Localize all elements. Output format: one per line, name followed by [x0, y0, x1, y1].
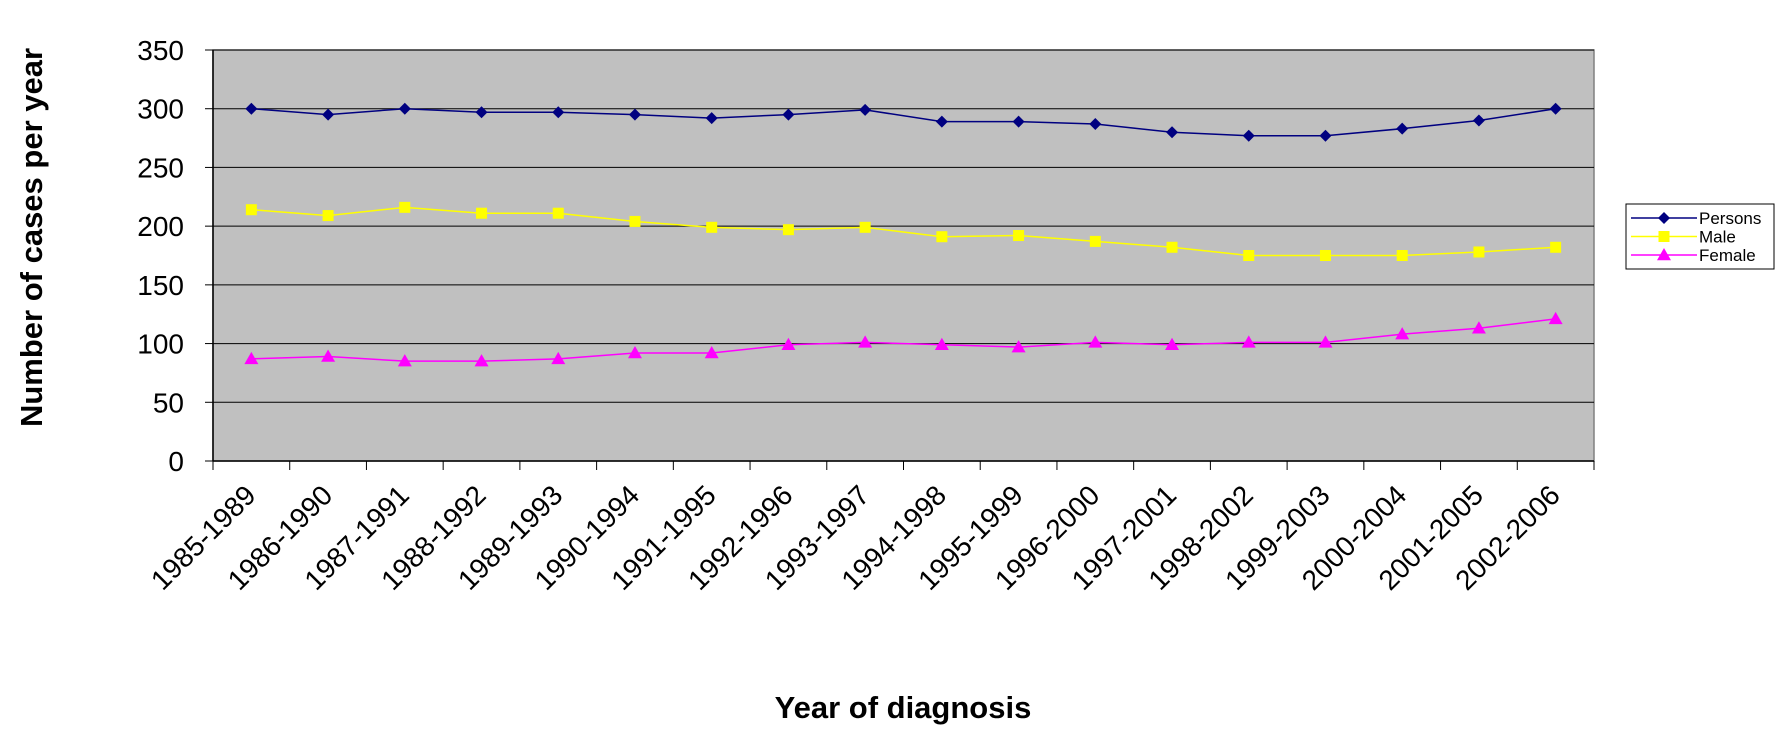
- data-point: [322, 210, 334, 222]
- y-tick-label: 0: [168, 446, 184, 477]
- data-point: [1396, 250, 1408, 261]
- data-point: [1166, 241, 1178, 253]
- series-persons: [245, 102, 1562, 142]
- data-point: [1319, 250, 1331, 261]
- data-point: [1657, 248, 1671, 261]
- data-point: [628, 108, 641, 121]
- data-point: [1472, 114, 1485, 127]
- data-point: [1319, 129, 1332, 142]
- data-point: [1243, 250, 1255, 261]
- data-point: [475, 106, 488, 119]
- data-point: [1089, 117, 1102, 130]
- gridlines: [213, 49, 1594, 403]
- y-tick-label: 250: [137, 152, 184, 183]
- y-tick-label: 50: [153, 387, 184, 418]
- data-point: [782, 224, 794, 236]
- data-point: [321, 349, 336, 362]
- data-point: [551, 351, 566, 365]
- data-point: [1658, 231, 1670, 242]
- data-point: [245, 204, 257, 216]
- data-point: [476, 207, 488, 219]
- series-line: [251, 107, 1556, 137]
- data-point: [627, 345, 642, 359]
- data-point: [1549, 102, 1562, 115]
- data-point: [397, 354, 412, 367]
- data-point: [1550, 241, 1562, 253]
- data-point: [859, 103, 872, 116]
- data-point: [706, 221, 718, 233]
- series-line: [251, 318, 1556, 362]
- series-female: [244, 311, 1563, 367]
- legend-item-male: Male: [1631, 228, 1736, 247]
- series-line: [251, 206, 1556, 257]
- y-tick-label: 300: [137, 94, 184, 125]
- data-point: [398, 102, 411, 115]
- data-point: [244, 351, 259, 365]
- data-point: [1318, 335, 1333, 348]
- data-point: [552, 106, 565, 119]
- data-point: [781, 337, 796, 350]
- data-point: [1089, 235, 1101, 247]
- y-tick-label: 150: [137, 270, 184, 301]
- axes: [205, 49, 1595, 470]
- data-point: [1473, 246, 1485, 258]
- data-point: [1658, 212, 1670, 224]
- data-point: [1395, 327, 1410, 340]
- data-point: [1471, 321, 1486, 334]
- data-point: [859, 221, 871, 233]
- data-point: [1013, 230, 1025, 242]
- legend-label: Persons: [1699, 209, 1761, 228]
- data-point: [935, 115, 948, 128]
- legend-label: Male: [1699, 228, 1736, 247]
- data-point: [1088, 335, 1103, 348]
- data-point: [1241, 335, 1256, 348]
- series-male: [245, 201, 1562, 261]
- data-point: [1548, 311, 1563, 325]
- data-point: [936, 231, 948, 243]
- y-tick-label: 350: [137, 35, 184, 66]
- data-point: [934, 337, 949, 350]
- data-point: [399, 201, 411, 213]
- data-point: [1166, 126, 1179, 139]
- y-tick-label: 200: [137, 211, 184, 242]
- y-tick-label: 100: [137, 329, 184, 360]
- data-point: [245, 102, 258, 115]
- data-point: [322, 108, 335, 121]
- data-point: [858, 335, 873, 348]
- data-point: [552, 207, 564, 219]
- data-point: [1011, 340, 1026, 353]
- data-point: [1165, 337, 1180, 350]
- y-axis-title: Number of cases per year: [14, 48, 49, 427]
- legend-label: Female: [1699, 246, 1756, 265]
- legend-item-female: Female: [1631, 246, 1756, 265]
- data-point: [1012, 115, 1025, 128]
- x-tick-labels: 1985-19891986-19901987-19911988-19921989…: [145, 479, 1566, 596]
- series-group: [244, 102, 1563, 367]
- y-tick-labels: 0 50 100 150 200 250 300 350: [137, 35, 184, 477]
- data-point: [629, 215, 641, 227]
- data-point: [782, 108, 795, 121]
- data-point: [704, 345, 719, 359]
- legend-item-persons: Persons: [1631, 209, 1761, 228]
- data-point: [1396, 122, 1409, 135]
- x-axis-title: Year of diagnosis: [775, 690, 1032, 725]
- data-point: [474, 354, 489, 367]
- data-point: [705, 112, 718, 125]
- data-point: [1242, 129, 1255, 142]
